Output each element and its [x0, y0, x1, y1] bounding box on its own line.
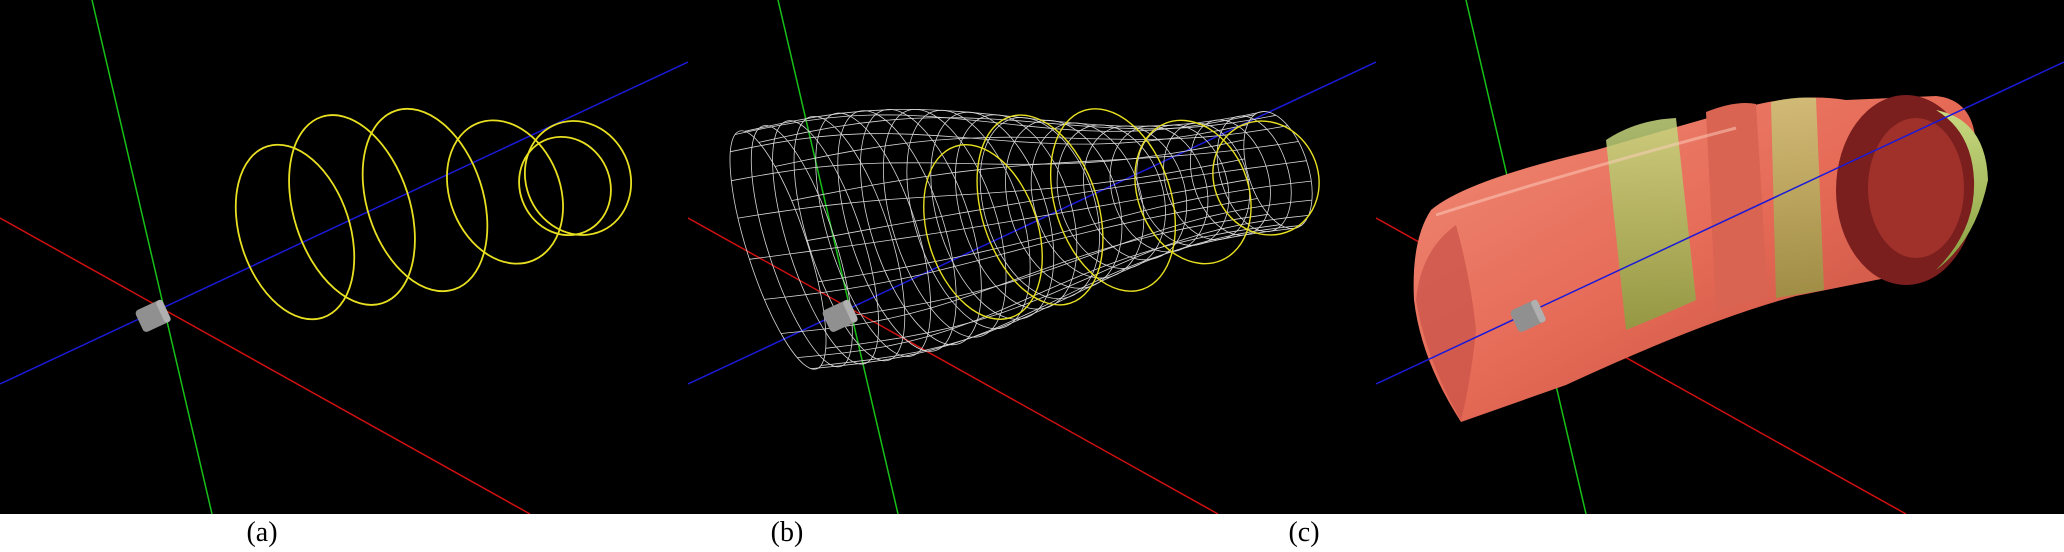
panel-a [0, 0, 688, 514]
mesh-longitude [737, 158, 1245, 219]
mesh-contour-rings [923, 108, 1320, 320]
mesh-ring [954, 114, 1078, 310]
surface-fold-1 [1606, 118, 1696, 330]
origin-marker-cap [1531, 299, 1546, 323]
mesh-longitude [820, 224, 1302, 366]
z-axis-line [1376, 61, 2064, 385]
mesh-ring [729, 130, 827, 370]
mesh-ring [1216, 115, 1292, 233]
mesh-contour-4 [1134, 119, 1252, 265]
y-axis-line [91, 0, 213, 514]
contour-ring-6 [518, 135, 612, 237]
mesh-longitude [791, 141, 1299, 201]
panel-c [1376, 0, 2064, 514]
mesh-longitude [764, 198, 1258, 300]
mesh-longitude [744, 108, 1265, 132]
surface-highlight [1435, 126, 1737, 217]
contour-ring-1 [234, 143, 356, 321]
x-axis-line [688, 217, 1219, 514]
mesh-longitude [824, 199, 1312, 320]
origin-marker-cap [156, 299, 171, 323]
mesh-longitude [825, 215, 1309, 349]
surface-rim [1416, 225, 1476, 420]
z-axis-line [0, 61, 688, 385]
mesh-longitude [749, 178, 1250, 260]
mesh-longitude [817, 180, 1312, 283]
mesh-longitude [806, 160, 1307, 242]
surface-inner-wall [1936, 110, 1988, 270]
mesh-contour-3 [1049, 108, 1177, 292]
contour-rings [234, 107, 633, 321]
mesh-contour-2 [976, 114, 1104, 306]
mesh-longitude [758, 114, 1277, 143]
z-axis-line [688, 61, 1376, 385]
surface-fold-2 [1706, 103, 1768, 310]
origin-marker [822, 299, 858, 332]
mesh-longitude [731, 139, 1245, 182]
panel-a-scene [0, 0, 688, 514]
panel-b [688, 0, 1376, 514]
panel-b-scene [688, 0, 1376, 514]
mesh-longitude [811, 228, 1292, 370]
surface-fold-3 [1771, 97, 1824, 298]
panel-c-scene [1376, 0, 2064, 514]
mesh-longitude [797, 224, 1281, 358]
mesh-ring [1056, 124, 1166, 269]
origin-marker-cap [843, 299, 858, 323]
wireframe-mesh [729, 108, 1313, 370]
mesh-ring [930, 111, 1055, 320]
x-axis-line [0, 217, 531, 514]
caption-c: (c) [1288, 517, 1320, 548]
contour-ring-4 [446, 119, 564, 265]
mesh-contour-1 [923, 144, 1043, 320]
origin-marker [1510, 299, 1546, 332]
mesh-longitude [774, 125, 1288, 167]
mesh-ring [882, 108, 1007, 338]
origin-marker [135, 299, 171, 332]
y-axis-line [777, 0, 899, 514]
mesh-contour-5 [1212, 120, 1320, 236]
mesh-longitude [730, 124, 1248, 153]
contour-ring-3 [361, 107, 489, 293]
contour-ring-5 [523, 120, 633, 236]
caption-a: (a) [246, 517, 278, 548]
contour-ring-2 [288, 114, 416, 306]
caption-b: (b) [770, 517, 804, 548]
mesh-ring [750, 125, 853, 368]
surface-opening-inner [1868, 118, 1964, 258]
